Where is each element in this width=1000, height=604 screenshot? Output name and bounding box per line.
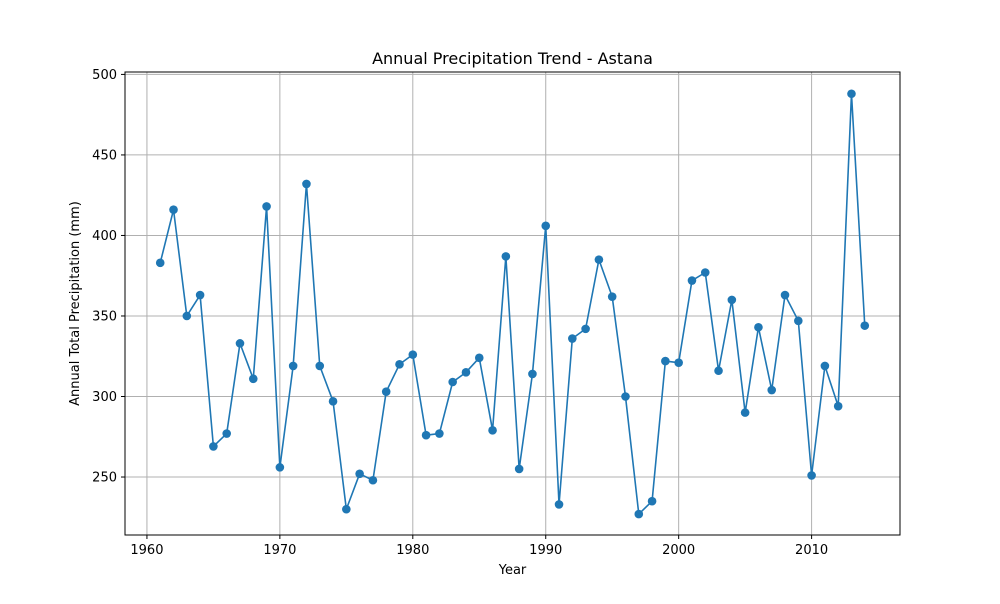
data-point — [714, 366, 723, 376]
data-point — [687, 276, 697, 285]
x-tick-label: 1960 — [130, 543, 163, 558]
data-point — [195, 290, 205, 300]
series — [155, 89, 870, 519]
data-point — [647, 496, 657, 506]
data-point — [514, 464, 524, 474]
data-point — [833, 401, 843, 411]
data-point — [501, 252, 511, 261]
y-tick-label: 300 — [92, 390, 117, 405]
chart-title: Annual Precipitation Trend - Astana — [372, 49, 653, 68]
data-point — [807, 471, 816, 480]
data-point — [315, 361, 325, 371]
data-point — [794, 316, 803, 326]
data-point — [395, 359, 404, 369]
data-point — [461, 368, 471, 377]
data-point — [528, 369, 537, 379]
data-point — [581, 324, 590, 334]
y-tick-label: 250 — [92, 471, 117, 486]
data-point — [248, 374, 258, 384]
grid — [125, 72, 900, 535]
data-point — [847, 89, 856, 99]
data-point — [235, 339, 245, 348]
data-point — [209, 442, 218, 451]
data-point — [421, 430, 431, 440]
data-point — [488, 426, 497, 435]
data-point — [474, 353, 484, 363]
data-point — [155, 258, 165, 268]
data-point — [368, 475, 378, 485]
data-point — [435, 429, 444, 438]
data-point — [727, 295, 737, 305]
data-point — [767, 385, 777, 395]
data-point — [355, 469, 364, 479]
data-point — [594, 255, 604, 264]
axis-ticks: 1960 1970 1980 1990 2000 2010 250 300 350 400 450 5… — [92, 68, 828, 558]
data-point — [820, 361, 830, 371]
series-line — [159, 92, 866, 515]
data-point — [607, 292, 617, 301]
y-tick-label: 500 — [92, 68, 117, 83]
data-point — [780, 290, 790, 300]
x-tick-label: 1970 — [263, 543, 296, 558]
data-point — [661, 356, 670, 366]
data-point — [554, 500, 564, 509]
data-point — [754, 322, 763, 332]
data-point — [740, 408, 750, 417]
data-point — [328, 397, 338, 406]
x-axis-label: Year — [498, 563, 527, 578]
y-tick-label: 400 — [92, 229, 117, 244]
x-tick-label: 2000 — [662, 543, 695, 558]
data-point — [568, 334, 577, 343]
y-tick-label: 450 — [92, 148, 117, 163]
plot-frame — [124, 71, 901, 536]
data-point — [448, 377, 457, 387]
data-point — [700, 268, 710, 277]
data-point — [621, 392, 630, 401]
data-point — [275, 463, 285, 472]
x-tick-label: 2010 — [795, 543, 828, 558]
data-point — [288, 361, 298, 371]
x-tick-label: 1980 — [396, 543, 429, 558]
data-point — [408, 350, 418, 359]
data-point — [302, 179, 311, 189]
data-point — [222, 429, 231, 438]
data-point — [381, 387, 391, 396]
data-point — [169, 205, 178, 214]
y-axis-label: Annual Total Precipitation (mm) — [68, 201, 83, 406]
data-point — [262, 202, 271, 211]
data-point — [634, 509, 644, 519]
data-point — [342, 504, 351, 514]
data-point — [674, 358, 683, 367]
data-point — [860, 321, 870, 330]
x-tick-label: 1990 — [529, 543, 562, 558]
data-point — [541, 221, 551, 231]
y-tick-label: 350 — [92, 309, 117, 324]
data-point — [182, 311, 192, 321]
